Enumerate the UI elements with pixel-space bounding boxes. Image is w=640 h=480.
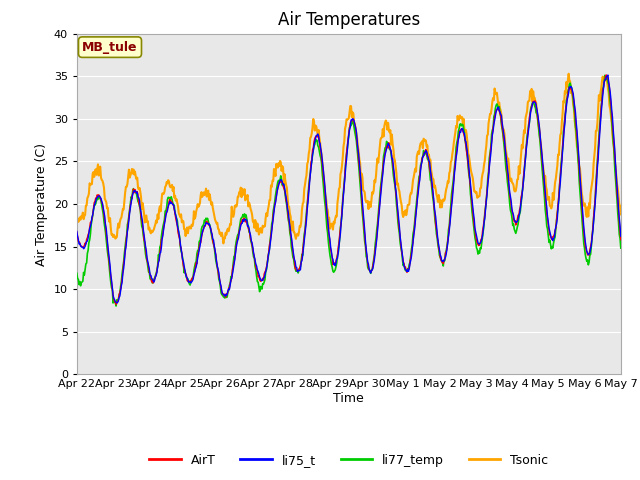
Y-axis label: Air Temperature (C): Air Temperature (C) bbox=[35, 143, 48, 265]
Legend: AirT, li75_t, li77_temp, Tsonic: AirT, li75_t, li77_temp, Tsonic bbox=[144, 449, 554, 472]
Text: MB_tule: MB_tule bbox=[82, 41, 138, 54]
X-axis label: Time: Time bbox=[333, 392, 364, 405]
Title: Air Temperatures: Air Temperatures bbox=[278, 11, 420, 29]
